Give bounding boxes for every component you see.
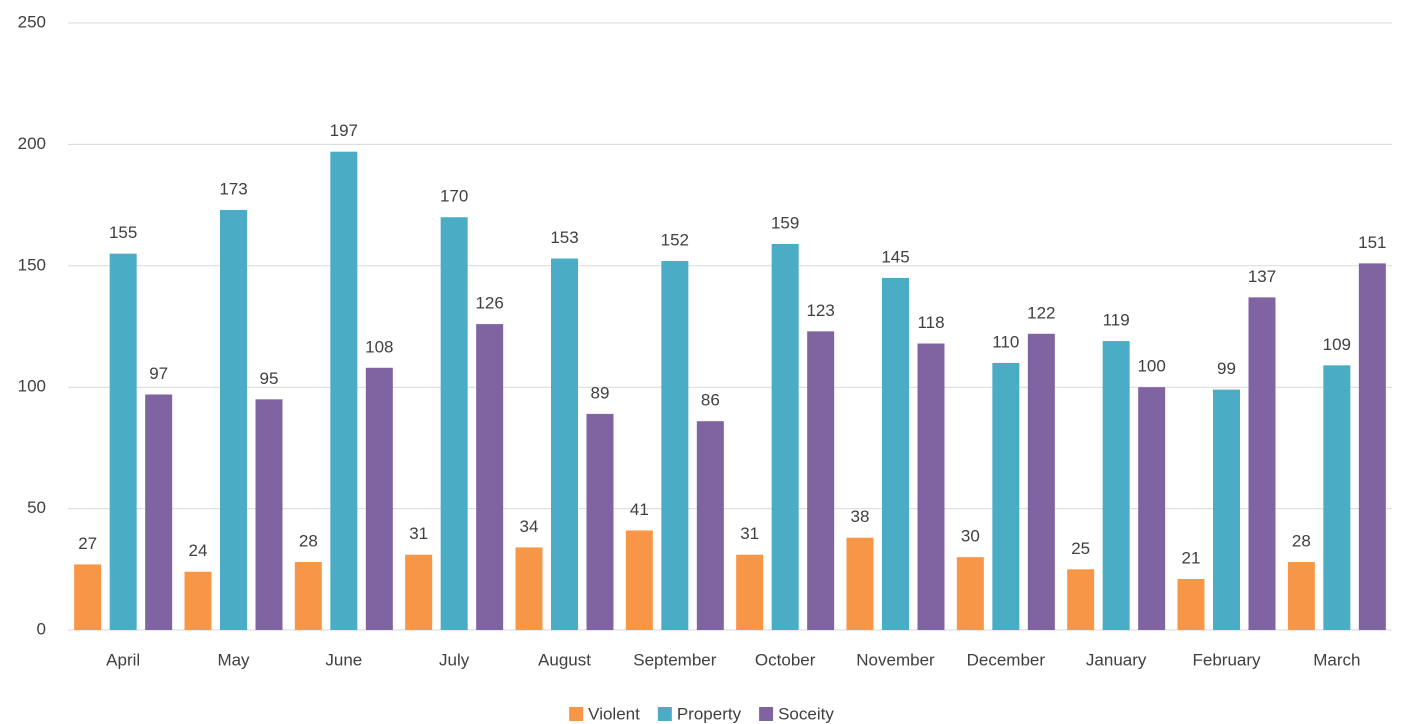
legend-label: Property xyxy=(677,704,742,723)
bar xyxy=(1323,365,1351,630)
bar xyxy=(440,217,468,631)
bar xyxy=(184,571,212,630)
value-label: 99 xyxy=(1217,359,1236,378)
bar xyxy=(1138,387,1166,630)
bar xyxy=(1027,333,1055,630)
value-label: 118 xyxy=(917,313,944,332)
bar xyxy=(846,537,874,630)
bar xyxy=(736,554,764,630)
bar xyxy=(294,562,322,630)
bar xyxy=(515,547,543,630)
value-label: 21 xyxy=(1182,548,1201,567)
bar xyxy=(109,253,137,630)
legend-swatch xyxy=(569,707,584,721)
bar xyxy=(807,331,835,630)
value-label: 197 xyxy=(330,121,358,140)
value-label: 108 xyxy=(365,337,393,356)
bar xyxy=(1213,389,1240,630)
value-label: 38 xyxy=(851,507,870,526)
value-label: 119 xyxy=(1103,311,1130,330)
bar xyxy=(405,554,433,630)
x-tick-label: October xyxy=(755,650,816,669)
value-label: 24 xyxy=(189,541,208,560)
bar xyxy=(625,530,653,630)
bar xyxy=(74,564,102,630)
value-label: 28 xyxy=(299,532,318,551)
value-label: 97 xyxy=(149,364,168,383)
x-tick-label: May xyxy=(217,650,250,669)
value-label: 145 xyxy=(881,247,909,266)
bar xyxy=(1102,341,1130,630)
x-tick-label: January xyxy=(1086,650,1147,669)
y-tick-label: 50 xyxy=(27,498,46,517)
value-label: 25 xyxy=(1071,539,1090,558)
value-label: 173 xyxy=(219,179,247,198)
value-label: 27 xyxy=(78,534,97,553)
bar xyxy=(365,367,393,630)
bar xyxy=(476,324,504,630)
bar xyxy=(1287,562,1315,630)
value-label: 151 xyxy=(1358,233,1386,252)
bar xyxy=(330,151,358,630)
bar xyxy=(992,362,1020,630)
value-label: 30 xyxy=(961,527,980,546)
value-label: 152 xyxy=(661,230,689,249)
value-label: 137 xyxy=(1248,267,1276,286)
value-label: 28 xyxy=(1292,532,1311,551)
bar xyxy=(1067,569,1095,630)
legend-swatch xyxy=(759,707,774,721)
bar xyxy=(661,260,689,630)
value-label: 95 xyxy=(260,369,279,388)
x-tick-label: February xyxy=(1192,650,1261,669)
value-label: 31 xyxy=(409,524,428,543)
y-tick-label: 0 xyxy=(37,619,46,638)
y-tick-label: 250 xyxy=(18,12,46,31)
value-label: 41 xyxy=(630,500,649,519)
value-label: 110 xyxy=(992,332,1019,351)
legend-label: Soceity xyxy=(778,704,834,723)
x-tick-label: June xyxy=(325,650,362,669)
bar xyxy=(220,209,247,630)
value-label: 170 xyxy=(440,187,468,206)
bar xyxy=(145,394,173,630)
x-tick-label: December xyxy=(967,650,1046,669)
value-label: 126 xyxy=(475,294,503,313)
value-label: 31 xyxy=(740,524,759,543)
bar xyxy=(956,557,984,630)
y-tick-label: 200 xyxy=(18,134,46,153)
x-tick-label: November xyxy=(856,650,935,669)
x-tick-label: September xyxy=(633,650,716,669)
y-tick-label: 100 xyxy=(18,377,46,396)
bar xyxy=(551,258,578,630)
x-tick-label: March xyxy=(1313,650,1360,669)
value-label: 100 xyxy=(1137,357,1165,376)
value-label: 153 xyxy=(550,228,578,247)
bar xyxy=(882,277,909,630)
bar xyxy=(1358,263,1386,630)
bar xyxy=(1177,579,1205,630)
value-label: 155 xyxy=(109,223,137,242)
x-tick-label: April xyxy=(106,650,140,669)
bar xyxy=(917,343,945,630)
bar xyxy=(1248,297,1276,630)
value-label: 109 xyxy=(1323,335,1351,354)
bar xyxy=(255,399,283,630)
bar xyxy=(696,421,724,630)
x-tick-label: July xyxy=(439,650,470,669)
value-label: 122 xyxy=(1027,303,1055,322)
y-tick-label: 150 xyxy=(18,255,46,274)
value-label: 34 xyxy=(520,517,539,536)
value-label: 86 xyxy=(701,391,720,410)
value-label: 159 xyxy=(771,213,799,232)
x-tick-label: August xyxy=(538,650,591,669)
legend-label: Violent xyxy=(588,704,640,723)
value-label: 89 xyxy=(591,383,610,402)
legend-swatch xyxy=(657,707,672,721)
bar xyxy=(771,243,799,630)
bar xyxy=(586,413,614,630)
value-label: 123 xyxy=(806,301,834,320)
